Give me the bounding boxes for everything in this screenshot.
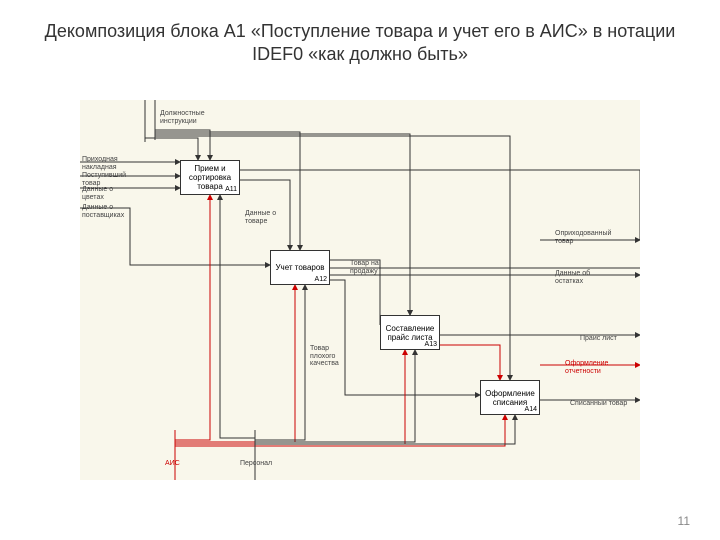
label-top-0: Должностныеинструкции [160,110,205,125]
label-right-1: Данные обостатках [555,270,590,285]
label-bottom-0: АИС [165,460,180,468]
node-A11: Прием исортировкатовараА11 [180,160,240,195]
node-A12: Учет товаровА12 [270,250,330,285]
label-left-2: Данные оцветах [82,186,113,201]
node-A14: ОформлениесписанияА14 [480,380,540,415]
label-right-2: Прайс лист [580,335,617,343]
label-mid-1: Товар напродажу [350,260,379,275]
label-bottom-1: Персонал [240,460,272,468]
idef0-diagram: Прием исортировкатовараА11 Учет товаровА1… [80,100,640,480]
label-right-3: Оформлениеотчетности [565,360,608,375]
label-right-0: Оприходованныйтовар [555,230,611,245]
node-A13: Составлениепрайс листаА13 [380,315,440,350]
label-left-0: Приходнаянакладная [82,156,118,171]
label-right-4: Списанный товар [570,400,627,408]
label-left-3: Данные опоставщиках [82,204,124,219]
label-mid-2: Товарплохогокачества [310,345,339,368]
label-mid-0: Данные отоваре [245,210,276,225]
page-number: 11 [678,514,690,528]
page-title: Декомпозиция блока А1 «Поступление товар… [0,0,720,77]
